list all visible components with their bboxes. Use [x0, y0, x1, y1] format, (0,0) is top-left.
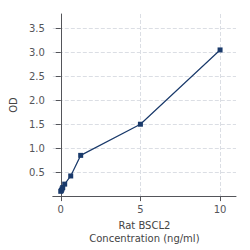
- svg-text:3.0: 3.0: [29, 47, 45, 58]
- svg-text:1.5: 1.5: [29, 119, 45, 130]
- svg-text:OD: OD: [8, 97, 19, 113]
- svg-text:Rat BSCL2: Rat BSCL2: [118, 220, 170, 231]
- svg-text:10: 10: [214, 204, 227, 215]
- svg-text:0.5: 0.5: [29, 167, 45, 178]
- svg-text:0: 0: [58, 204, 64, 215]
- svg-text:1.0: 1.0: [29, 143, 45, 154]
- svg-text:3.5: 3.5: [29, 23, 45, 34]
- svg-text:Concentration (ng/ml): Concentration (ng/ml): [89, 233, 199, 244]
- svg-text:2.5: 2.5: [29, 71, 45, 82]
- svg-text:5: 5: [137, 204, 143, 215]
- svg-text:2.0: 2.0: [29, 95, 45, 106]
